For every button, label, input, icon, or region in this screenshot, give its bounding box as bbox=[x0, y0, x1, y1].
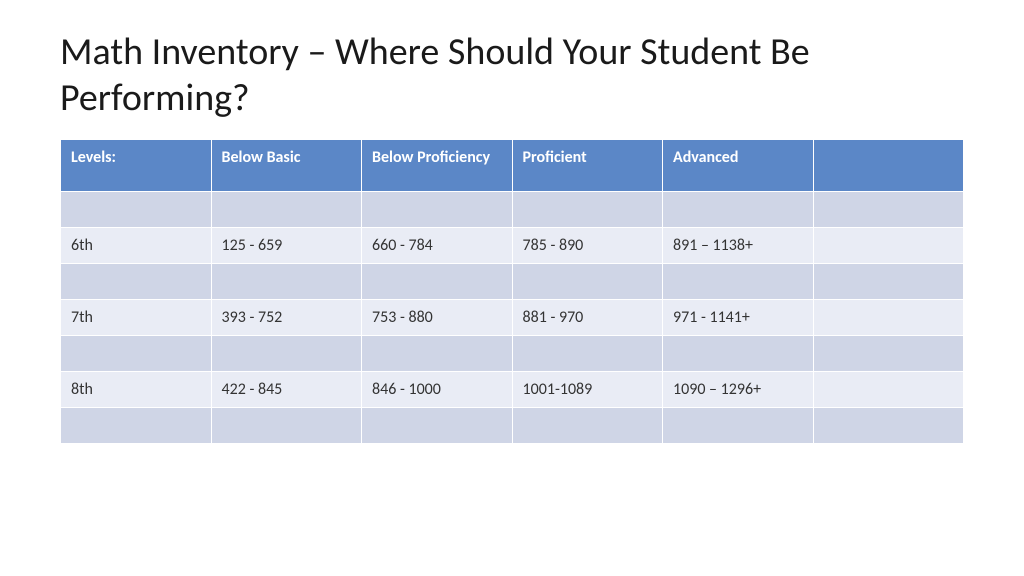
table-body: 6th125 - 659660 - 784785 - 890891 – 1138… bbox=[61, 192, 964, 444]
table-cell bbox=[211, 264, 362, 300]
table-row bbox=[61, 336, 964, 372]
table-cell bbox=[61, 192, 212, 228]
table-row: 6th125 - 659660 - 784785 - 890891 – 1138… bbox=[61, 228, 964, 264]
table-row bbox=[61, 264, 964, 300]
table-cell bbox=[663, 192, 814, 228]
table-cell bbox=[663, 336, 814, 372]
col-proficient: Proficient bbox=[512, 140, 663, 192]
table-cell: 422 - 845 bbox=[211, 372, 362, 408]
table-cell bbox=[61, 336, 212, 372]
table-cell bbox=[362, 264, 513, 300]
table-cell: 971 - 1141+ bbox=[663, 300, 814, 336]
table-cell bbox=[512, 336, 663, 372]
col-below-basic: Below Basic bbox=[211, 140, 362, 192]
table-cell bbox=[813, 264, 964, 300]
table-cell: 8th bbox=[61, 372, 212, 408]
table-cell bbox=[813, 408, 964, 444]
table-cell bbox=[362, 192, 513, 228]
page-title: Math Inventory – Where Should Your Stude… bbox=[60, 30, 964, 121]
table-row bbox=[61, 192, 964, 228]
table-row bbox=[61, 408, 964, 444]
col-levels: Levels: bbox=[61, 140, 212, 192]
table-cell bbox=[813, 228, 964, 264]
table-cell: 881 - 970 bbox=[512, 300, 663, 336]
table-cell bbox=[362, 408, 513, 444]
table-cell bbox=[512, 408, 663, 444]
table-cell bbox=[512, 264, 663, 300]
col-empty bbox=[813, 140, 964, 192]
table-cell: 753 - 880 bbox=[362, 300, 513, 336]
table-row: 8th422 - 845846 - 10001001-10891090 – 12… bbox=[61, 372, 964, 408]
table-cell bbox=[813, 192, 964, 228]
table-cell bbox=[211, 408, 362, 444]
table-cell bbox=[813, 336, 964, 372]
table-cell: 393 - 752 bbox=[211, 300, 362, 336]
performance-table: Levels: Below Basic Below Proficiency Pr… bbox=[60, 139, 964, 444]
table-cell: 660 - 784 bbox=[362, 228, 513, 264]
table-cell: 125 - 659 bbox=[211, 228, 362, 264]
table-cell bbox=[61, 264, 212, 300]
table-cell bbox=[211, 336, 362, 372]
table-cell bbox=[61, 408, 212, 444]
col-advanced: Advanced bbox=[663, 140, 814, 192]
table-cell bbox=[512, 192, 663, 228]
table-cell bbox=[362, 336, 513, 372]
table-cell: 785 - 890 bbox=[512, 228, 663, 264]
table-cell bbox=[663, 408, 814, 444]
table-row: 7th393 - 752753 - 880881 - 970971 - 1141… bbox=[61, 300, 964, 336]
table-cell bbox=[813, 372, 964, 408]
table-cell bbox=[211, 192, 362, 228]
table-header-row: Levels: Below Basic Below Proficiency Pr… bbox=[61, 140, 964, 192]
table-cell bbox=[813, 300, 964, 336]
table-cell: 846 - 1000 bbox=[362, 372, 513, 408]
col-below-proficiency: Below Proficiency bbox=[362, 140, 513, 192]
table-cell: 1001-1089 bbox=[512, 372, 663, 408]
table-cell: 6th bbox=[61, 228, 212, 264]
table-cell: 891 – 1138+ bbox=[663, 228, 814, 264]
table-cell: 7th bbox=[61, 300, 212, 336]
table-cell: 1090 – 1296+ bbox=[663, 372, 814, 408]
table-cell bbox=[663, 264, 814, 300]
